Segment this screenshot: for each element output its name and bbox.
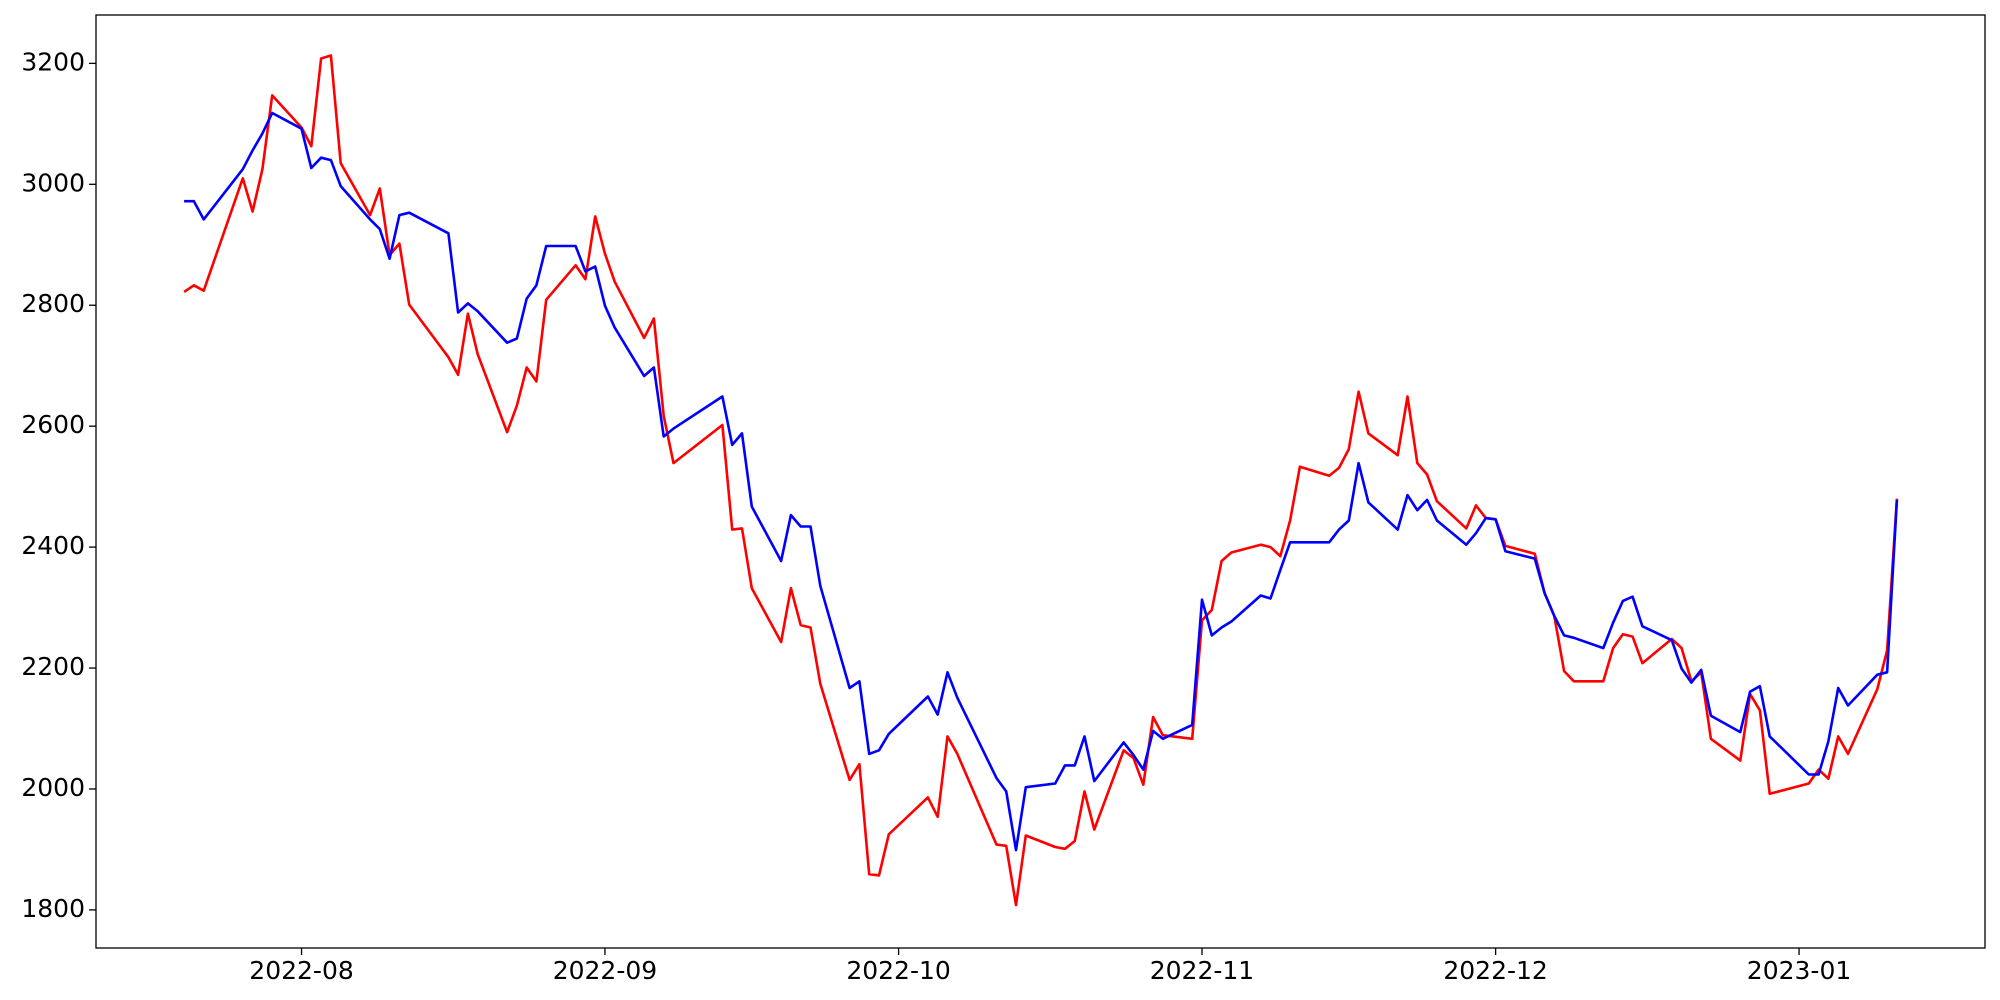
y-tick-label: 1800	[21, 894, 85, 923]
line-series	[183, 54, 1899, 907]
y-tick-label: 2400	[21, 531, 85, 560]
line-series	[184, 111, 1899, 852]
y-tick-label: 2600	[21, 410, 85, 439]
y-tick-label: 3200	[21, 47, 85, 76]
y-tick-label: 2800	[21, 289, 85, 318]
x-tick-label: 2023-01	[1747, 956, 1851, 985]
y-tick-label: 2000	[21, 773, 85, 802]
x-tick-label: 2022-09	[553, 956, 657, 985]
y-tick-label: 2200	[21, 652, 85, 681]
x-tick-label: 2022-11	[1150, 956, 1254, 985]
plot-frame	[95, 14, 1986, 949]
x-tick-label: 2022-12	[1443, 956, 1547, 985]
x-tick-label: 2022-10	[846, 956, 950, 985]
y-tick-label: 3000	[21, 168, 85, 197]
x-tick-label: 2022-08	[249, 956, 353, 985]
